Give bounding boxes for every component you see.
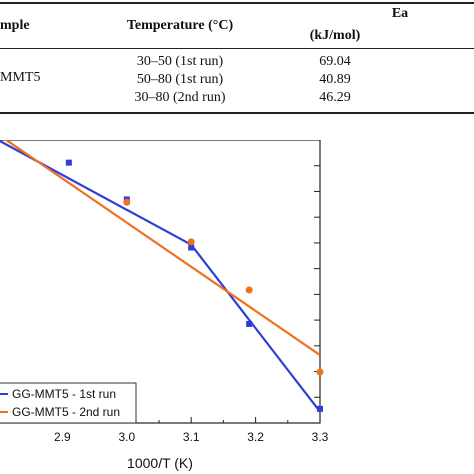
data-point-1st-run xyxy=(188,244,195,251)
data-point-1st-run xyxy=(65,159,72,166)
x-tick-labels: 2.9 3.0 3.1 3.2 3.3 xyxy=(54,430,329,444)
row-1-ea: 69.04 xyxy=(319,54,351,69)
legend-entry-1st-run: GG-MMT5 - 1st run xyxy=(12,387,116,401)
row-2-temperature: 50–80 (1st run) xyxy=(136,72,224,87)
x-tick-label: 3.0 xyxy=(118,430,135,444)
table-bottom-rule xyxy=(0,112,474,114)
table-header-rule xyxy=(0,48,474,49)
header-ea: Ea xyxy=(391,6,409,21)
x-tick-label: 3.3 xyxy=(312,430,329,444)
sample-label: MMT5 xyxy=(0,70,41,85)
data-point-2nd-run xyxy=(123,198,131,206)
x-tick-label: 2.9 xyxy=(54,430,71,444)
data-point-2nd-run xyxy=(316,368,324,376)
data-points xyxy=(65,159,324,412)
x-axis-label: 1000/T (K) xyxy=(127,455,193,471)
legend-entry-2nd-run: GG-MMT5 - 2nd run xyxy=(12,405,120,419)
row-3-temperature: 30–80 (2nd run) xyxy=(134,90,226,105)
data-point-2nd-run xyxy=(187,238,195,246)
legend: GG-MMT5 - 1st run GG-MMT5 - 2nd run xyxy=(0,382,137,424)
header-sample: mple xyxy=(0,18,30,33)
x-tick-label: 3.2 xyxy=(247,430,264,444)
arrhenius-plot: 2.9 3.0 3.1 3.2 3.3 1000/T (K) GG-MMT5 - 1st… xyxy=(0,140,329,471)
legend-box xyxy=(0,382,137,424)
table-top-rule xyxy=(0,2,474,4)
data-point-1st-run xyxy=(317,405,323,412)
row-2-ea: 40.89 xyxy=(319,72,351,87)
ea-table: mple Temperature (°C) Ea (kJ/mol) MMT5 3… xyxy=(0,0,474,120)
header-temperature: Temperature (°C) xyxy=(126,18,234,33)
x-tick-label: 3.1 xyxy=(183,430,200,444)
fit-lines xyxy=(0,140,321,413)
fit-line-2nd-run xyxy=(4,140,321,356)
data-point-1st-run xyxy=(246,320,253,327)
fit-line-1st-run xyxy=(0,140,321,413)
row-1-temperature: 30–50 (1st run) xyxy=(136,54,224,69)
row-3-ea: 46.29 xyxy=(319,90,351,105)
header-ea-unit: (kJ/mol) xyxy=(309,28,361,43)
data-point-2nd-run xyxy=(245,286,253,294)
plot-frame xyxy=(0,140,321,424)
